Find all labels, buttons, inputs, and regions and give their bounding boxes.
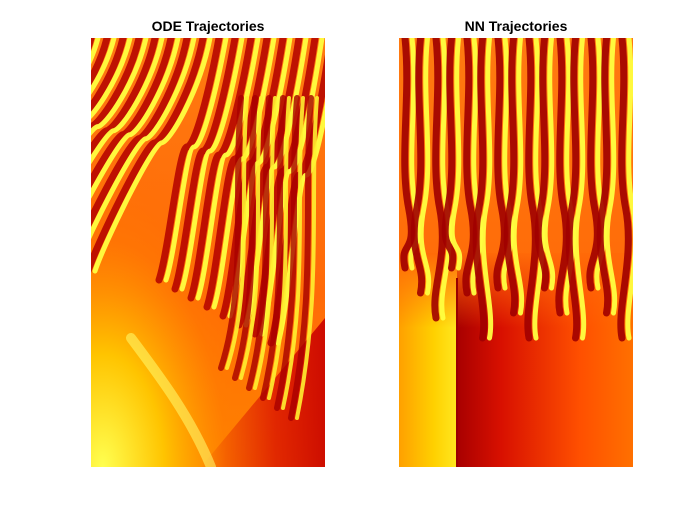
ode-bright-stripe bbox=[163, 38, 229, 283]
nn-dark-stripe bbox=[441, 38, 457, 272]
ode-bright-stripe bbox=[267, 96, 291, 400]
ode-dark-stripe bbox=[91, 38, 207, 273]
ode-bright-stripe bbox=[91, 38, 181, 199]
ode-bright-stripe bbox=[91, 38, 197, 240]
nn-dark-stripe bbox=[400, 38, 415, 272]
ode-bright-stripe bbox=[239, 96, 263, 380]
nn-bright-stripe bbox=[604, 38, 618, 316]
ode-dark-stripe bbox=[91, 38, 111, 86]
ode-dark-stripe bbox=[274, 95, 300, 411]
ode-dark-stripe bbox=[91, 38, 143, 131]
ode-dark-stripe bbox=[91, 38, 191, 227]
ode-dark-stripe bbox=[218, 95, 244, 371]
ode-heatmap bbox=[91, 38, 325, 467]
nn-dark-stripe bbox=[503, 38, 519, 317]
nn-bright-stripe bbox=[542, 38, 556, 291]
nn-dark-stripe bbox=[586, 38, 601, 292]
ode-bright-stripe bbox=[211, 38, 277, 310]
ode-bright-stripe bbox=[281, 96, 305, 410]
nn-dark-stripe bbox=[555, 38, 570, 317]
ode-dark-stripe bbox=[155, 38, 223, 284]
ode-bright-stripe bbox=[91, 38, 165, 165]
ode-dark-stripe bbox=[91, 38, 127, 113]
ode-bright-stripe bbox=[91, 38, 149, 136]
nn-bright-stripe bbox=[625, 38, 633, 341]
ode-title: ODE Trajectories bbox=[151, 18, 265, 34]
ode-bright-stripe bbox=[91, 38, 133, 119]
ode-dark-stripe bbox=[288, 95, 314, 421]
nn-dark-stripe bbox=[565, 38, 581, 342]
ode-bright-stripe bbox=[253, 96, 277, 390]
nn-dark-stripe bbox=[493, 38, 508, 292]
ode-dark-stripe bbox=[171, 38, 239, 293]
nn-bright-stripe bbox=[449, 38, 463, 271]
ode-bright-stripe bbox=[195, 38, 261, 301]
nn-trajectories-panel: NN Trajectories bbox=[399, 18, 633, 467]
ode-dark-stripe bbox=[246, 95, 272, 391]
nn-heatmap bbox=[399, 38, 633, 467]
nn-dark-stripe bbox=[617, 38, 632, 342]
ode-bright-stripe bbox=[225, 96, 249, 370]
ode-bright-stripe bbox=[295, 96, 319, 420]
ode-dark-stripe bbox=[203, 38, 271, 311]
ode-stripes bbox=[91, 38, 325, 467]
ode-dark-stripe bbox=[91, 38, 175, 189]
nn-dark-stripe bbox=[596, 38, 612, 317]
ode-trajectories-panel: ODE Trajectories bbox=[91, 18, 325, 467]
nn-stripes bbox=[400, 38, 633, 342]
ode-bright-stripe bbox=[91, 38, 117, 95]
ode-dark-stripe bbox=[91, 38, 159, 156]
ode-bright-stripe bbox=[179, 38, 245, 292]
nn-bright-stripe bbox=[480, 38, 494, 341]
nn-dark-stripe bbox=[472, 38, 488, 342]
nn-dark-stripe bbox=[410, 38, 426, 297]
nn-bright-stripe bbox=[418, 38, 432, 296]
nn-dark-stripe bbox=[431, 38, 446, 322]
ode-bright-stripe bbox=[92, 38, 213, 274]
nn-dark-stripe bbox=[524, 38, 539, 342]
ode-dark-stripe bbox=[187, 38, 255, 302]
nn-title: NN Trajectories bbox=[464, 18, 568, 34]
ode-dark-stripe bbox=[260, 95, 286, 401]
nn-bright-stripe bbox=[511, 38, 525, 316]
ode-dark-stripe bbox=[232, 95, 258, 381]
nn-bright-stripe bbox=[573, 38, 587, 341]
nn-dark-stripe bbox=[462, 38, 477, 297]
ode-fan-ray bbox=[126, 333, 216, 467]
nn-dark-stripe bbox=[534, 38, 550, 292]
